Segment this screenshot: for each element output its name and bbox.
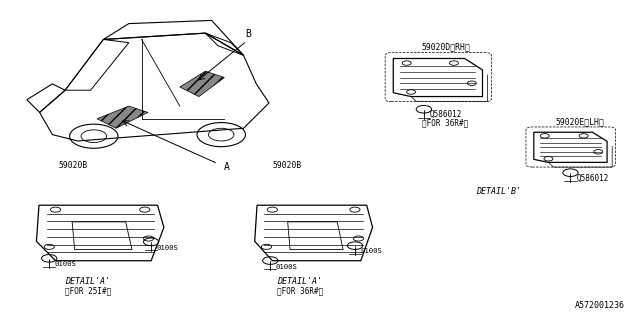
- Text: 0100S: 0100S: [54, 261, 76, 267]
- Polygon shape: [180, 71, 225, 97]
- Text: 0100S: 0100S: [156, 244, 178, 251]
- Text: Q586012: Q586012: [429, 110, 462, 119]
- Text: 〈FOR 36R#〉: 〈FOR 36R#〉: [276, 286, 323, 295]
- Text: 0100S: 0100S: [360, 248, 382, 254]
- Text: 59020B: 59020B: [272, 161, 301, 170]
- Text: 59020D〈RH〉: 59020D〈RH〉: [422, 42, 470, 51]
- Text: 59020E〈LH〉: 59020E〈LH〉: [556, 117, 605, 126]
- Text: DETAIL'A': DETAIL'A': [276, 277, 322, 286]
- Text: 59020B: 59020B: [59, 161, 88, 170]
- Text: DETAIL'B': DETAIL'B': [476, 187, 521, 196]
- Text: DETAIL'A': DETAIL'A': [65, 277, 110, 286]
- Text: 〈FOR 36R#〉: 〈FOR 36R#〉: [422, 118, 468, 127]
- Text: A572001236: A572001236: [575, 301, 625, 310]
- Text: B: B: [246, 29, 252, 39]
- Text: 〈FOR 25I#〉: 〈FOR 25I#〉: [65, 286, 111, 295]
- Text: Q586012: Q586012: [576, 173, 609, 183]
- Text: A: A: [223, 162, 229, 172]
- Text: 0100S: 0100S: [275, 264, 297, 269]
- Polygon shape: [97, 106, 148, 128]
